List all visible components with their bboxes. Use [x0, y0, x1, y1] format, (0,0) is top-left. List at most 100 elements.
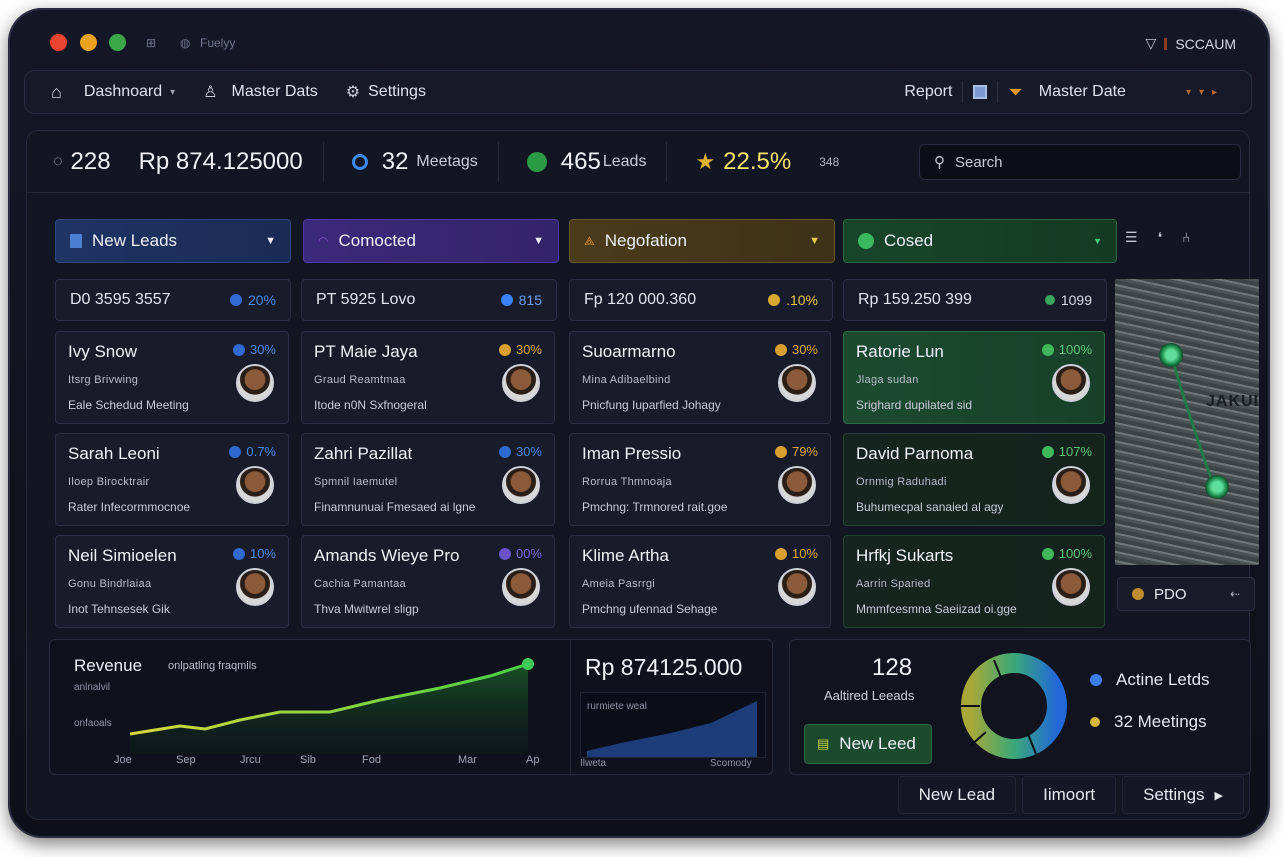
- column-summary: Rp 159.250 399 1099: [843, 279, 1107, 321]
- status-dot-icon: [498, 547, 511, 560]
- calendar-icon[interactable]: [973, 85, 988, 99]
- status-dot-icon: [774, 343, 787, 356]
- nav-master-data[interactable]: ♙ Master Dats: [203, 82, 318, 102]
- report-link[interactable]: Report: [904, 83, 953, 100]
- lead-name: Ivy Snow: [68, 342, 137, 361]
- lead-pct: 00%: [498, 546, 542, 561]
- summary-pct-text: 1099: [1060, 292, 1092, 308]
- master-date-link[interactable]: Master Date: [1038, 83, 1126, 100]
- nav-dashboard-label: Dashnoard: [83, 83, 163, 100]
- globe-icon: ◍: [180, 36, 191, 50]
- status-dot-icon: [774, 547, 787, 560]
- column-header-connected[interactable]: ◠ Comocted ▼: [303, 219, 559, 263]
- home-icon: ⌂: [51, 81, 62, 102]
- legend-item: 32 Meetings: [1090, 712, 1207, 732]
- column-header-negotiation[interactable]: ⟁ Negofation ▼: [569, 219, 835, 263]
- maximize-window-button[interactable]: [109, 34, 126, 51]
- location-label: PDO: [1154, 585, 1187, 603]
- lead-pct: 100%: [1041, 546, 1092, 561]
- lead-pct: 30%: [498, 444, 542, 459]
- bottom-action-bar: New Lead Iimoort Settings ▶: [897, 776, 1244, 814]
- lead-pct: 10%: [774, 546, 818, 561]
- stat-meetings-label: Meetags: [416, 152, 478, 170]
- avatar: [502, 568, 540, 606]
- map-view[interactable]: JAKUI: [1115, 279, 1259, 565]
- column-header-new-leads[interactable]: New Leads ▼: [55, 219, 291, 263]
- x-tick: Joe: [114, 754, 132, 766]
- lead-card[interactable]: PT Maie Jaya 30% Graud Reamtmaa Itode n0…: [301, 331, 555, 424]
- avatar: [236, 364, 274, 402]
- legend-label: Actine Letds: [1116, 670, 1210, 689]
- lead-card[interactable]: Ratorie Lun 100% Jlaga sudan Srighard du…: [843, 331, 1105, 424]
- column-summary: D0 3595 3557 20%: [55, 279, 291, 321]
- lead-name: Amands Wieye Pro: [314, 546, 460, 565]
- new-lead-panel-button[interactable]: ▤ New Leed: [804, 724, 932, 764]
- summary-pct-text: 815: [518, 292, 542, 308]
- map-pin-icon[interactable]: [1205, 475, 1229, 499]
- lead-card[interactable]: Ivy Snow 30% Itsrg Brivwing Eale Schedud…: [55, 331, 289, 424]
- search-input[interactable]: ⚲ Search: [919, 144, 1241, 180]
- stat-leads-value: 465: [560, 147, 601, 175]
- handshake-icon: ⟁: [584, 233, 595, 248]
- close-window-button[interactable]: [50, 34, 67, 51]
- lead-name: David Parnoma: [856, 444, 974, 463]
- share-icon[interactable]: ⑃: [1182, 229, 1191, 245]
- import-button[interactable]: Iimoort: [1022, 776, 1117, 814]
- more-icon[interactable]: ▾▾▸: [1185, 86, 1225, 98]
- lead-detail: Rorrua Thmnoaja: [582, 476, 672, 488]
- avatar: [502, 466, 540, 504]
- lead-activity: Itode n0N Sxfnogeral: [314, 398, 427, 412]
- map-pin-icon[interactable]: [1159, 343, 1183, 367]
- map-location-selector[interactable]: PDO ⇠: [1117, 577, 1255, 611]
- column-title: New Leads: [92, 231, 178, 250]
- lead-card[interactable]: Suoarmarno 30% Mina Adibaelbind Pnicfung…: [569, 331, 831, 424]
- column-title: Cosed: [884, 231, 934, 250]
- nav-master-data-label: Master Dats: [231, 83, 318, 100]
- pin-icon[interactable]: ❛: [1157, 229, 1163, 245]
- status-dot-icon: [1041, 547, 1054, 560]
- arrow-icon: ⇠: [1229, 587, 1240, 601]
- x-tick: Fod: [362, 754, 381, 766]
- lead-activity: Thva Mwitwrel sligp: [314, 602, 419, 616]
- leads-count: 128: [872, 654, 913, 681]
- search-icon: ⚲: [934, 154, 945, 171]
- column-header-closed[interactable]: Cosed ▼: [843, 219, 1117, 263]
- lead-detail: Aarrin Sparied: [856, 578, 931, 590]
- lead-card[interactable]: Iman Pressio 79% Rorrua Thmnoaja Pmchng:…: [569, 433, 831, 526]
- minimize-window-button[interactable]: [80, 34, 97, 51]
- status-dot-icon: [498, 343, 511, 356]
- lead-card[interactable]: Klime Artha 10% Ameia Pasrrgi Pmchng ufe…: [569, 535, 831, 628]
- lead-activity: Pmchng ufennad Sehage: [582, 602, 718, 616]
- location-dot-icon: [1132, 588, 1144, 600]
- lead-card[interactable]: Amands Wieye Pro 00% Cachia Pamantaa Thv…: [301, 535, 555, 628]
- app-icon: ⊞: [146, 36, 157, 50]
- filter-icon[interactable]: ▽: [1145, 35, 1157, 51]
- lead-pct-text: 100%: [1058, 546, 1092, 561]
- list-icon[interactable]: ☰: [1125, 229, 1138, 245]
- lead-name: Iman Pressio: [582, 444, 682, 463]
- lead-card[interactable]: Neil Simioelen 10% Gonu Bindrlaiaa Inot …: [55, 535, 289, 628]
- settings-button[interactable]: Settings ▶: [1122, 776, 1244, 814]
- stat-total: ◌ 228: [53, 148, 111, 176]
- closed-icon: [858, 233, 874, 249]
- revenue-panel: Revenue onlpatling fraqmils anlnalvil on…: [49, 639, 773, 776]
- nav-settings[interactable]: ⚙ Settings: [346, 82, 426, 102]
- divider: [570, 640, 571, 776]
- new-lead-button[interactable]: New Lead: [897, 776, 1017, 814]
- stat-misc: 348: [819, 155, 839, 169]
- settings-label: Settings: [1143, 785, 1205, 804]
- nav-dashboard[interactable]: ⌂ Dashnoard ▾: [51, 82, 175, 103]
- lead-card[interactable]: David Parnoma 107% Ornmig Raduhadi Buhum…: [843, 433, 1105, 526]
- lead-card[interactable]: Zahri Pazillat 30% Spmnil Iaemutel Finam…: [301, 433, 555, 526]
- mini-chart-right-label: Scomody: [710, 758, 752, 769]
- lead-pct-text: 30%: [515, 444, 542, 459]
- account-label[interactable]: SCCAUM: [1175, 35, 1236, 52]
- stat-conversion-value: 22.5%: [723, 147, 792, 175]
- x-tick: Sib: [300, 754, 316, 766]
- lead-activity: Inot Tehnsesek Gik: [68, 602, 170, 616]
- lead-card[interactable]: Hrfkj Sukarts 100% Aarrin Sparied Mmmfce…: [843, 535, 1105, 628]
- summary-value: D0 3595 3557: [70, 291, 171, 308]
- lead-card[interactable]: Sarah Leoni 0.7% Iloep Birocktrair Rater…: [55, 433, 289, 526]
- lead-activity: Mmmfcesmna Saeiizad oi.gge: [856, 602, 1017, 616]
- status-dot-icon: [232, 343, 245, 356]
